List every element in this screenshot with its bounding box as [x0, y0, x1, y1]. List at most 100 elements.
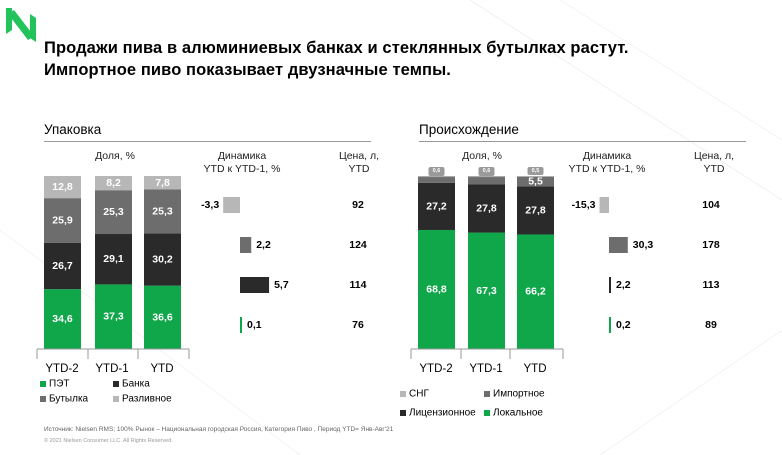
legend-swatch-origin-1 [484, 391, 490, 397]
bar-label-packaging-1: 30,2 [152, 253, 173, 265]
copyright: © 2021 Nielsen Consumer LLC. All Rights … [44, 438, 173, 444]
category-label-packaging-0: YTD-2 [45, 363, 78, 375]
price-value-packaging-2: 114 [350, 279, 367, 291]
bar-segment-origin-ytd-1 [517, 186, 554, 235]
title-line-2: Импортное пиво показывает двузначные тем… [44, 61, 451, 79]
price-header-line2: YTD [348, 163, 370, 175]
bar-label-origin-0: 68,8 [426, 283, 447, 295]
dynamics-header-line2: YTD к YTD-1, % [203, 163, 281, 175]
bar-label-origin-1: 27,2 [426, 200, 447, 212]
legend-swatch-origin-3 [484, 410, 490, 416]
dynamics-label-origin-3: 0,2 [616, 319, 631, 331]
logo-right-stroke [30, 14, 36, 42]
bar-label-packaging-1: 29,1 [103, 253, 124, 265]
price-header-origin: Цена, л, YTD [685, 150, 743, 176]
dynamics-label-packaging-0: -3,3 [201, 199, 219, 211]
legend-swatch-packaging-2 [40, 396, 46, 402]
bar-segment-origin-ytd-2-3 [418, 176, 455, 178]
bar-label-packaging-2: 25,3 [152, 205, 173, 217]
brand-logo [6, 8, 36, 42]
dynamics-label-packaging-2: 5,7 [274, 279, 289, 291]
logo-diagonal-stroke [8, 10, 34, 40]
panel-divider-packaging [44, 141, 371, 142]
dynamics-bar-packaging-0 [223, 197, 240, 213]
legend-label-packaging-1: Банка [122, 379, 150, 390]
legend-label-origin-0: СНГ [409, 389, 429, 400]
dynamics-bar-origin-3 [609, 317, 611, 333]
price-value-origin-2: 113 [703, 279, 720, 291]
legend-swatch-origin-0 [400, 391, 406, 397]
price-header-line1: Цена, л, [693, 150, 735, 162]
bar-label-packaging-1: 26,7 [52, 260, 73, 272]
bar-segment-packaging-ytd-2-1 [44, 242, 81, 290]
bar-segment-packaging-ytd-0 [144, 285, 181, 349]
source-footnote: Источник: Nielsen RMS; 100% Рынок – Наци… [44, 426, 394, 433]
dynamics-header-packaging: Динамика YTD к YTD-1, % [196, 150, 288, 176]
panel-title-origin: Происхождение [419, 122, 519, 137]
bar-label-origin-3: 0,5 [532, 168, 540, 174]
bar-segment-packaging-ytd-3 [144, 176, 181, 190]
bar-label-origin-2: 5,5 [528, 176, 543, 188]
bar-label-packaging-0: 34,6 [52, 313, 73, 325]
panel-title-packaging: Упаковка [44, 122, 102, 137]
legend-label-packaging-3: Разливное [122, 394, 172, 405]
bar-label-packaging-3: 12,8 [52, 181, 73, 193]
bar-label-origin-0: 66,2 [525, 286, 546, 298]
bar-segment-origin-ytd-3 [517, 176, 554, 177]
price-value-packaging-3: 76 [352, 319, 364, 331]
bar-segment-packaging-ytd-2-2 [44, 198, 81, 243]
bar-badge-origin [527, 167, 544, 175]
bar-label-origin-3: 0,6 [483, 168, 491, 174]
dynamics-label-origin-0: -15,3 [572, 199, 596, 211]
bar-label-origin-3: 0,6 [433, 168, 441, 174]
legend-label-packaging-2: Бутылка [49, 394, 89, 405]
legend-label-origin-2: Лицензионное [409, 408, 476, 419]
panel-divider-origin [419, 141, 746, 142]
bar-segment-origin-ytd-2-1 [418, 182, 455, 230]
bar-segment-packaging-ytd-1-0 [95, 284, 132, 349]
bar-segment-origin-ytd-1-2 [468, 177, 505, 185]
bar-segment-packaging-ytd-1-3 [95, 176, 132, 191]
bar-segment-packaging-ytd-1 [144, 233, 181, 286]
share-header-origin: Доля, % [462, 150, 502, 162]
bar-label-packaging-0: 36,6 [152, 311, 173, 323]
category-label-origin-0: YTD-2 [419, 363, 452, 375]
bar-label-packaging-0: 37,3 [103, 311, 124, 323]
bar-segment-packaging-ytd-2 [144, 189, 181, 234]
bar-label-origin-1: 27,8 [476, 203, 497, 215]
dynamics-header-origin: Динамика YTD к YTD-1, % [561, 150, 653, 176]
dynamics-header-line1: Динамика [217, 150, 267, 162]
price-header-line1: Цена, л, [338, 150, 380, 162]
bar-badge-origin [428, 167, 445, 175]
bar-label-packaging-2: 25,9 [52, 215, 73, 227]
bar-label-packaging-3: 8,2 [106, 177, 121, 189]
bar-segment-origin-ytd-2 [517, 176, 554, 187]
bar-badge-origin [478, 167, 495, 175]
price-value-packaging-1: 124 [349, 239, 367, 251]
bar-segment-origin-ytd-1-3 [468, 176, 505, 178]
bar-label-origin-1: 27,8 [525, 204, 546, 216]
category-label-packaging-1: YTD-1 [95, 363, 128, 375]
legend-label-origin-3: Локальное [493, 408, 543, 419]
bar-segment-origin-ytd-2-2 [418, 177, 455, 183]
bar-segment-origin-ytd-0 [517, 234, 554, 349]
bar-segment-origin-ytd-1-0 [468, 232, 505, 349]
bar-segment-packaging-ytd-2-3 [44, 176, 81, 199]
price-value-origin-3: 89 [705, 319, 717, 331]
price-value-origin-1: 178 [702, 239, 720, 251]
dynamics-label-packaging-1: 2,2 [256, 239, 271, 251]
bar-segment-packaging-ytd-1-2 [95, 190, 132, 235]
dynamics-label-packaging-3: 0,1 [247, 319, 262, 331]
dynamics-bar-origin-2 [609, 277, 611, 293]
category-label-origin-1: YTD-1 [469, 363, 502, 375]
price-header-line2: YTD [703, 163, 725, 175]
bar-label-packaging-2: 25,3 [103, 206, 124, 218]
bar-segment-packaging-ytd-1-1 [95, 234, 132, 285]
bar-segment-origin-ytd-1-1 [468, 184, 505, 233]
title-line-1: Продажи пива в алюминиевых банках и стек… [44, 39, 629, 57]
dynamics-bar-origin-0 [599, 197, 609, 213]
price-value-packaging-0: 92 [352, 199, 364, 211]
legend-swatch-packaging-1 [113, 381, 119, 387]
dynamics-header-line2: YTD к YTD-1, % [568, 163, 646, 175]
